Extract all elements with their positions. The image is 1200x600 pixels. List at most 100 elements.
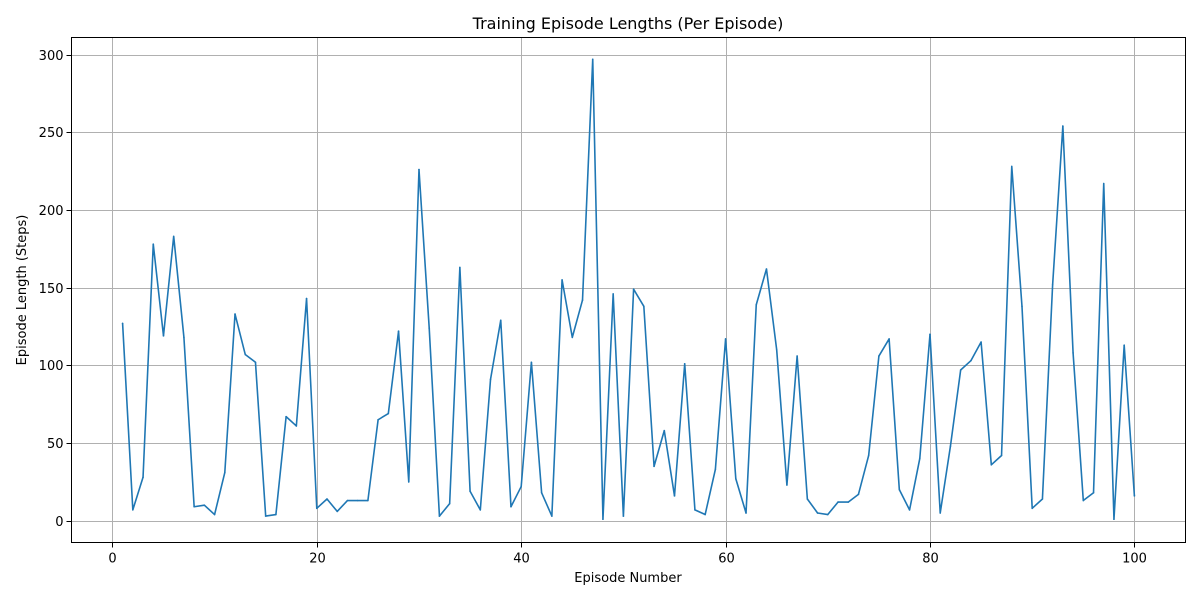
data-point <box>172 235 175 238</box>
data-point <box>796 355 798 357</box>
data-point <box>142 476 144 479</box>
data-point <box>929 333 931 336</box>
y-tick-label: 250 <box>39 126 64 141</box>
data-point <box>663 429 666 432</box>
data-point <box>990 464 993 466</box>
data-point <box>867 454 870 457</box>
data-point <box>387 412 390 415</box>
data-point <box>183 336 185 339</box>
data-point <box>459 266 461 269</box>
data-point <box>448 502 451 505</box>
x-tick-label: 100 <box>1122 552 1147 567</box>
data-point <box>377 418 379 421</box>
data-point <box>1133 495 1136 497</box>
data-point <box>939 512 942 514</box>
series-line <box>121 58 1136 520</box>
data-point <box>1051 283 1054 286</box>
y-tick-label: 100 <box>39 359 64 374</box>
x-tick-label: 60 <box>718 552 735 567</box>
data-point <box>1082 499 1085 502</box>
y-axis-title: Episode Length (Steps) <box>15 215 30 366</box>
data-point <box>1072 352 1074 354</box>
data-point <box>632 288 635 291</box>
data-point <box>1010 165 1013 168</box>
data-point <box>857 493 860 496</box>
data-point <box>244 353 247 356</box>
data-point <box>837 501 839 503</box>
data-point <box>724 338 727 340</box>
data-point <box>602 518 604 520</box>
data-point <box>540 491 543 494</box>
data-point <box>203 504 206 507</box>
data-point <box>356 499 359 502</box>
data-point <box>479 509 482 511</box>
data-point <box>561 279 563 281</box>
data-point <box>908 509 911 511</box>
data-point <box>510 505 512 508</box>
data-point <box>407 481 410 483</box>
data-point <box>653 465 655 468</box>
data-point <box>612 293 614 295</box>
data-point <box>152 243 155 245</box>
data-point <box>295 425 298 427</box>
data-point <box>826 513 829 516</box>
data-point <box>326 498 328 500</box>
x-tick-label: 20 <box>309 552 326 567</box>
data-point <box>1092 491 1095 494</box>
data-point <box>581 299 584 301</box>
data-point <box>918 457 921 460</box>
data-point <box>520 485 522 488</box>
y-tick-label: 200 <box>39 204 64 219</box>
data-point <box>162 335 165 337</box>
data-point <box>683 363 686 365</box>
data-point <box>898 488 901 491</box>
axis-ticks: 0 20 40 60 80 100 0 50 100 150 200 250 300 <box>39 49 1147 567</box>
data-point <box>193 505 195 508</box>
data-point <box>489 378 492 381</box>
data-point <box>1041 498 1044 500</box>
data-point <box>970 359 972 362</box>
data-point <box>1062 125 1064 127</box>
y-tick-label: 300 <box>39 49 64 64</box>
data-point <box>1113 518 1115 520</box>
x-axis-title: Episode Number <box>574 571 682 586</box>
data-point <box>765 268 768 270</box>
data-point <box>1102 182 1105 185</box>
data-point <box>571 336 574 339</box>
chart-title: Training Episode Lengths (Per Episode) <box>472 14 784 33</box>
data-point <box>264 515 267 517</box>
data-point <box>591 58 594 61</box>
data-point <box>254 361 257 364</box>
data-point <box>428 327 431 329</box>
grid <box>71 37 1186 543</box>
x-tick-label: 40 <box>513 552 530 567</box>
data-point <box>530 361 533 364</box>
data-point <box>980 341 982 343</box>
y-tick-label: 150 <box>39 282 64 297</box>
data-point <box>305 297 308 300</box>
data-point <box>755 303 758 306</box>
data-point <box>622 515 625 517</box>
data-point <box>704 513 706 516</box>
data-point <box>1000 454 1003 457</box>
data-point <box>1123 344 1125 346</box>
data-point <box>806 498 809 500</box>
data-point <box>878 355 880 357</box>
data-point <box>1031 507 1033 510</box>
data-point <box>438 515 441 517</box>
data-point <box>469 490 471 493</box>
data-point <box>949 445 952 447</box>
plot-frame <box>71 37 1186 543</box>
data-point <box>888 338 890 340</box>
data-point <box>959 369 962 371</box>
x-tick-label: 0 <box>108 552 116 567</box>
data-point <box>847 501 850 503</box>
data-point <box>397 330 400 332</box>
data-point <box>418 168 420 171</box>
data-point <box>1021 305 1023 308</box>
data-point <box>643 305 645 308</box>
data-point <box>775 349 778 351</box>
data-point <box>224 471 226 474</box>
data-point <box>213 513 216 516</box>
data-point <box>285 415 287 418</box>
